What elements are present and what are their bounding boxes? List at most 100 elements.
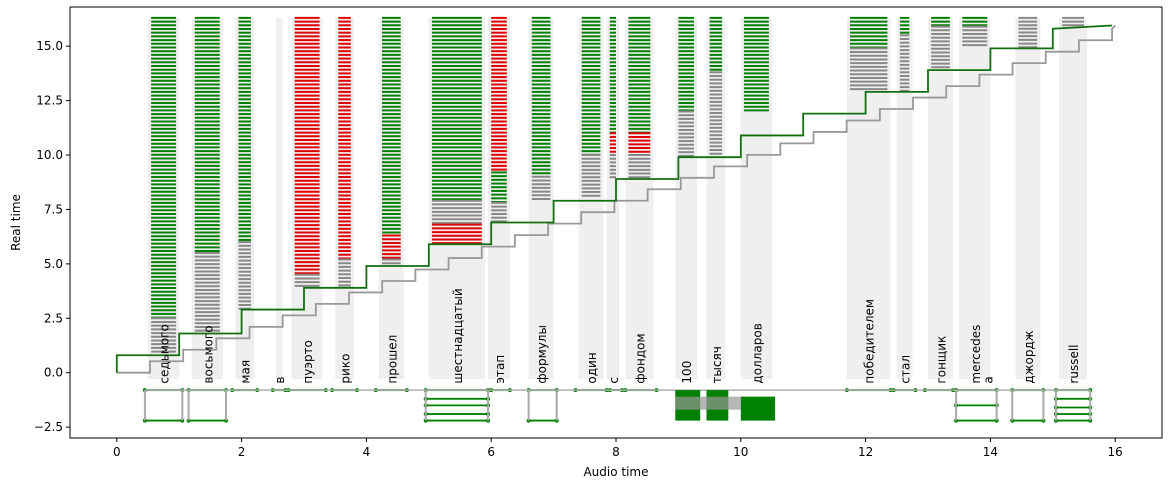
y-axis-label: Real time (9, 194, 23, 251)
word-label: тысяч (710, 346, 724, 383)
y-tick-label: −2.5 (34, 420, 63, 434)
segment-group (431, 199, 482, 224)
segment-group (194, 16, 220, 253)
word-label: гонщик (934, 336, 948, 384)
x-tick-label: 0 (113, 445, 121, 459)
word-band (1059, 17, 1088, 380)
segment-group (294, 16, 320, 275)
word-label: фондом (633, 333, 647, 383)
segment-group (1062, 16, 1084, 27)
segment-group (609, 154, 616, 179)
word-band (740, 17, 772, 380)
lattice-segment (526, 388, 559, 423)
word-band (625, 17, 654, 380)
segment-group (931, 16, 950, 27)
lattice-segment (423, 388, 491, 423)
segment-group (431, 16, 482, 201)
lattice-segment (142, 388, 185, 423)
word-label: с (607, 377, 621, 384)
word-label: этап (493, 355, 507, 384)
word-label: russell (1067, 344, 1081, 383)
lattice-segment (1053, 388, 1093, 423)
x-tick-label: 12 (858, 445, 873, 459)
alignment-line (115, 24, 1113, 373)
y-tick-label: 15.0 (36, 39, 63, 53)
word-label: а (981, 376, 995, 383)
segment-group (743, 16, 769, 112)
x-tick-label: 8 (612, 445, 620, 459)
word-label: формулы (535, 325, 549, 384)
segment-group (628, 132, 651, 153)
word-label: шестнадцатый (451, 288, 465, 383)
reference-step-line (116, 24, 1116, 374)
word-label: восьмого (201, 325, 215, 383)
word-label: победителем (863, 299, 877, 384)
segment-group (709, 71, 723, 155)
word-label: пуэрто (301, 340, 315, 383)
segment-group (531, 16, 551, 175)
word-label: один (585, 352, 599, 383)
lattice-block (740, 396, 776, 421)
segment-group (491, 171, 507, 204)
word-labels: седьмого восьмого мая в пуэрто рико прошел шест… (158, 288, 1081, 383)
segment-marks (151, 16, 1084, 353)
lattice-segment (1010, 388, 1046, 423)
segment-group (1018, 16, 1038, 27)
word-label: прошел (385, 335, 399, 384)
word-band (928, 17, 953, 380)
alignment-step-line (115, 24, 1113, 373)
segment-group (899, 34, 910, 92)
segment-group (931, 25, 950, 69)
word-band (959, 17, 991, 380)
segment-group (382, 16, 401, 234)
word-label: седьмого (158, 324, 172, 383)
segment-group (491, 16, 507, 171)
x-tick-label: 4 (363, 445, 371, 459)
axes: 0 2 4 6 8 10 12 14 16 −2.5 0.0 2.5 5.0 7.5 10.0 12.5 15.… (34, 6, 1163, 459)
segment-group (338, 258, 351, 287)
segment-group (338, 16, 351, 260)
segment-group (850, 16, 888, 49)
word-band (275, 17, 283, 380)
segment-group (531, 175, 551, 200)
word-label: рико (339, 354, 353, 384)
y-tick-label: 12.5 (36, 94, 63, 108)
word-band (706, 17, 726, 380)
y-tick-label: 0.0 (44, 366, 63, 380)
segment-group (962, 16, 988, 27)
segment-group (581, 154, 601, 197)
reference-line (116, 24, 1116, 374)
lattice-block-overlap (675, 396, 741, 410)
lattice-graph (142, 388, 1093, 423)
word-label: mercedes (969, 325, 983, 384)
word-label: в (273, 377, 287, 384)
segment-group (609, 132, 616, 153)
word-label: долларов (750, 323, 764, 383)
word-band (578, 17, 604, 380)
segment-group (609, 16, 616, 134)
word-band (1015, 17, 1041, 380)
y-tick-label: 2.5 (44, 311, 63, 325)
word-label: стал (899, 355, 913, 384)
x-tick-label: 14 (983, 445, 998, 459)
lattice-segment (186, 388, 228, 423)
segment-group (431, 223, 482, 245)
word-label: 100 (680, 361, 694, 384)
segment-group (899, 16, 910, 34)
lattice-segment (954, 388, 999, 423)
segment-group (382, 258, 401, 265)
segment-group (151, 317, 177, 353)
y-tick-label: 10.0 (36, 148, 63, 162)
segment-group (294, 273, 320, 287)
word-band (606, 17, 620, 380)
segment-group (850, 47, 888, 91)
segment-group (678, 16, 694, 112)
x-tick-label: 16 (1108, 445, 1123, 459)
segment-group (382, 234, 401, 259)
segment-group (491, 201, 507, 223)
segment-group (962, 25, 988, 47)
word-label: мая (239, 360, 253, 384)
word-bands (148, 17, 1088, 380)
x-tick-label: 6 (487, 445, 495, 459)
